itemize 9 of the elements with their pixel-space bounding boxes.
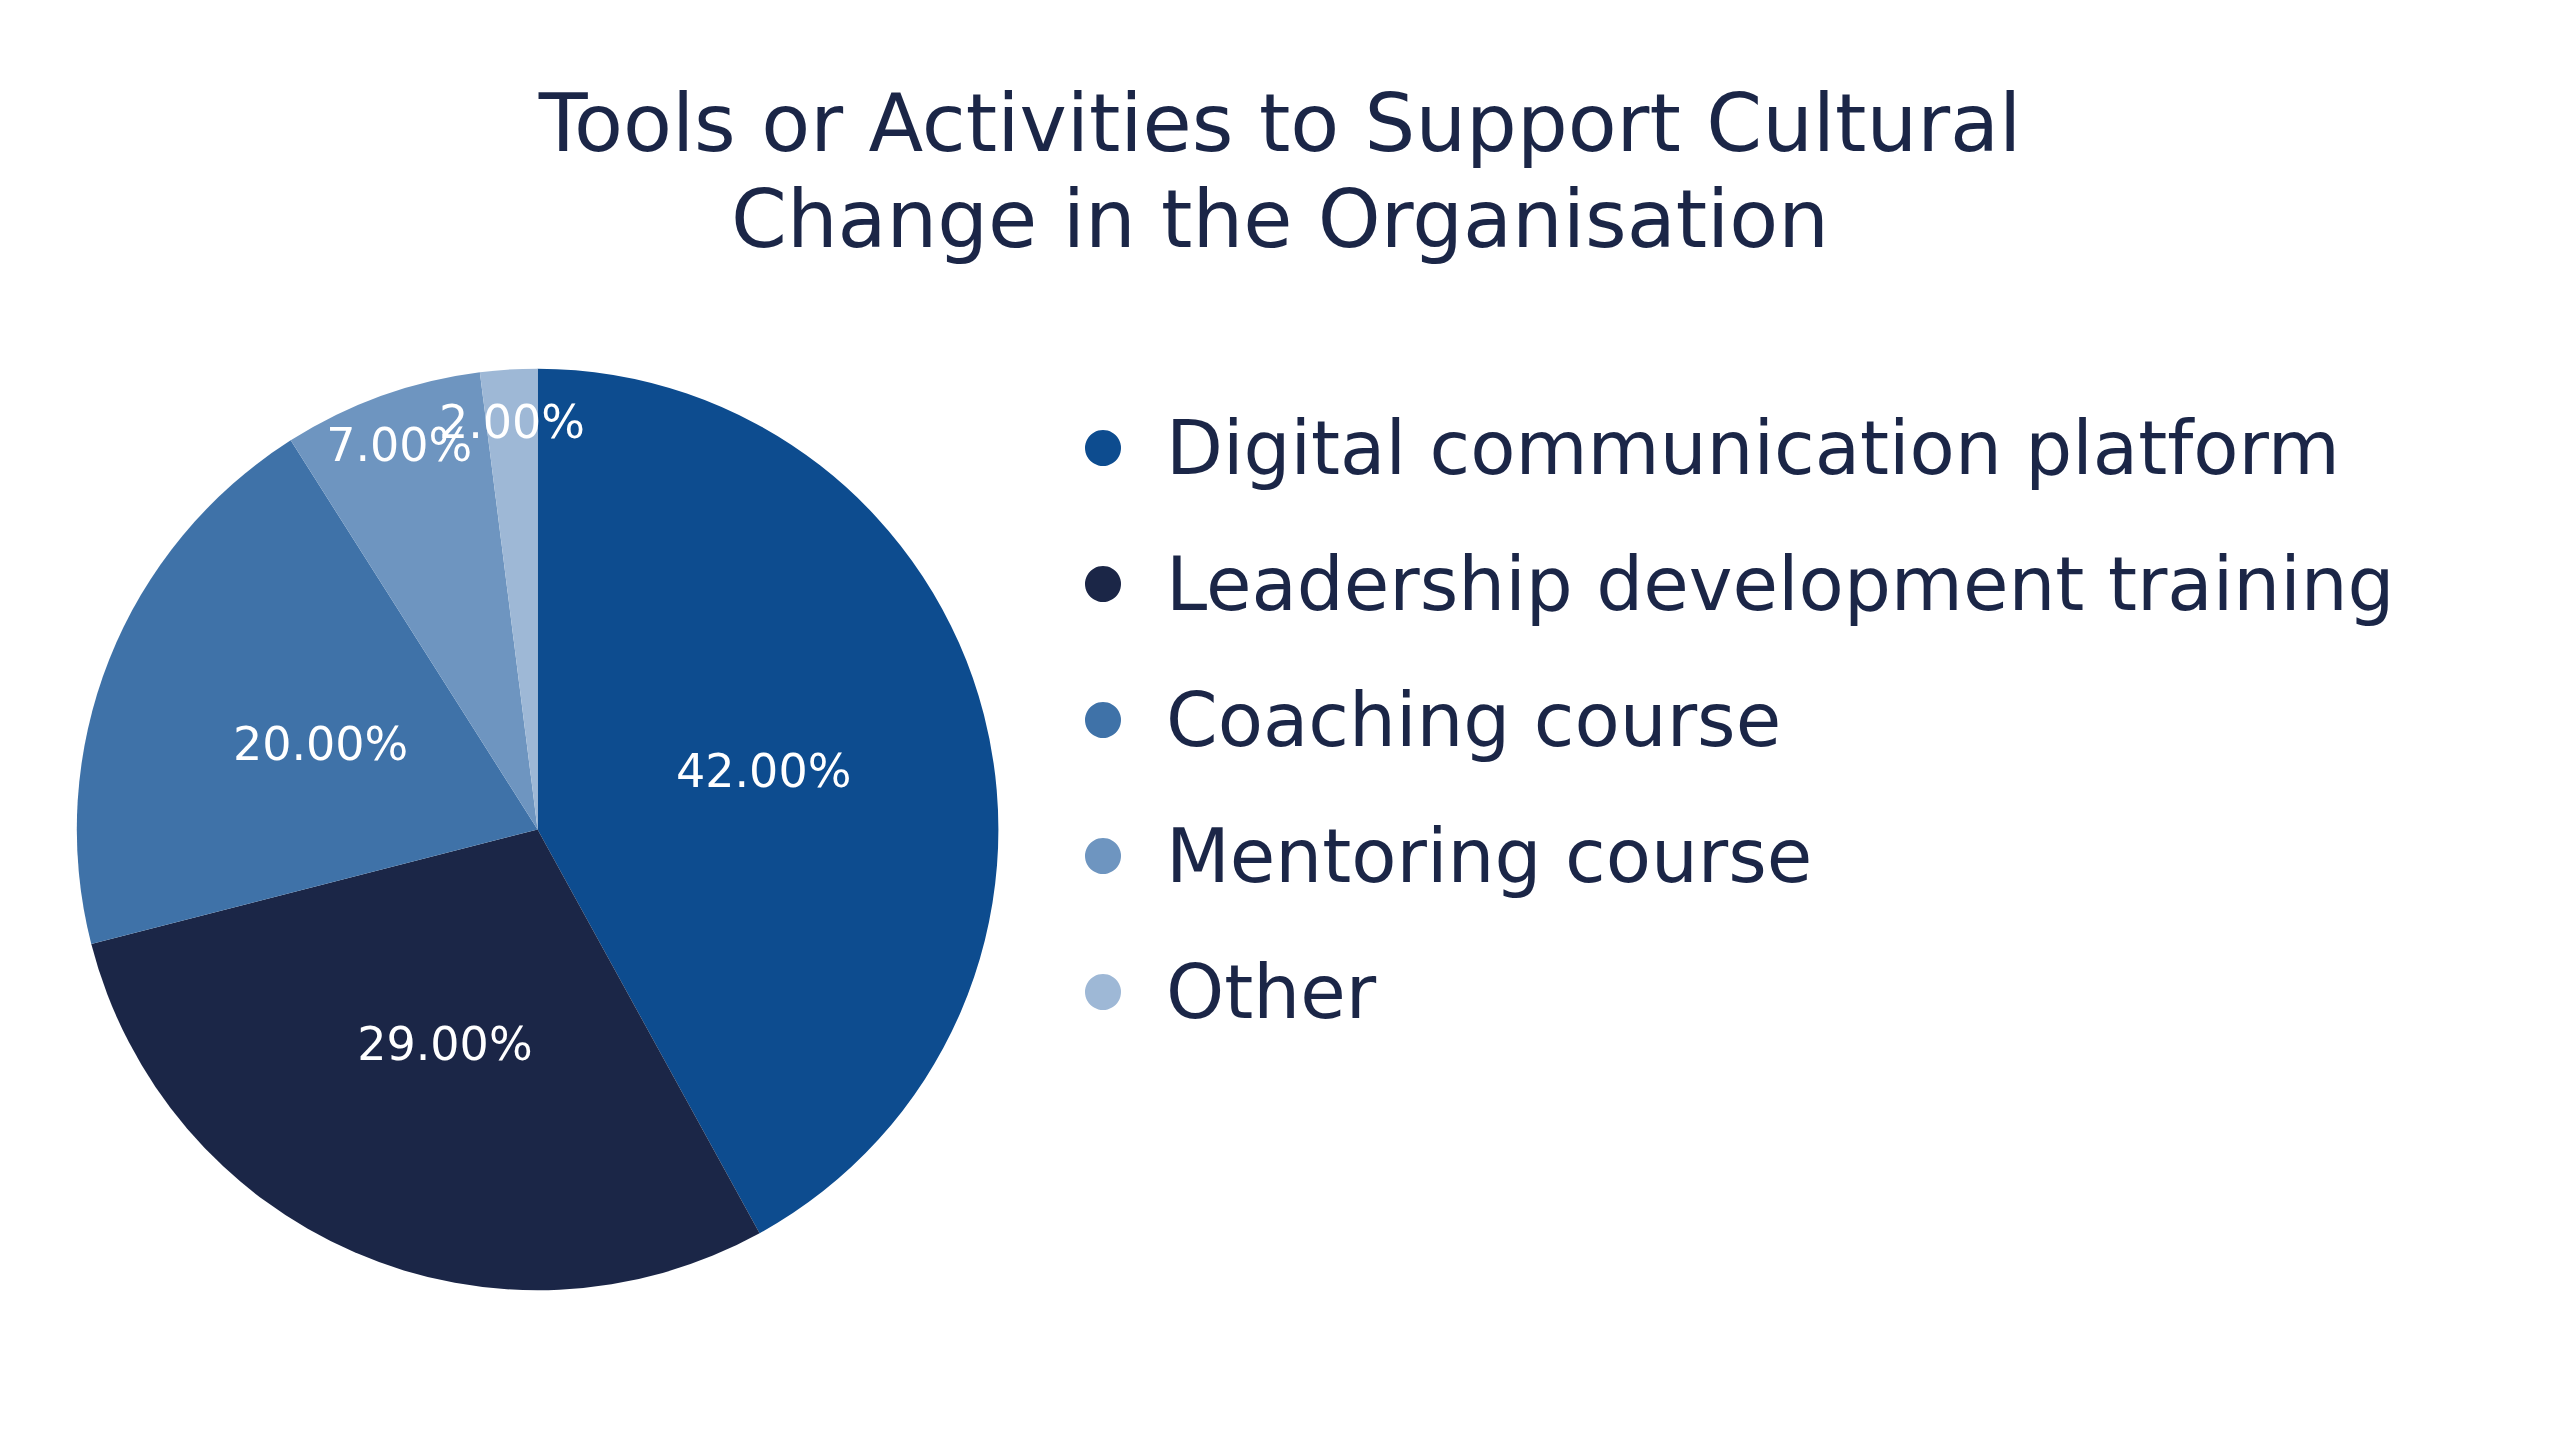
legend-label: Mentoring course [1166, 813, 1813, 899]
chart-title: Tools or Activities to Support Cultural Change in the Organisation [537, 76, 2022, 266]
legend-label: Coaching course [1166, 677, 1782, 763]
legend-label: Digital communication platform [1166, 405, 2340, 491]
legend-label: Other [1166, 949, 1377, 1035]
data-label: 42.00% [675, 744, 852, 799]
data-label: 29.00% [357, 1016, 533, 1071]
legend-label: Leadership development training [1166, 541, 2395, 627]
data-label: 20.00% [232, 716, 409, 771]
